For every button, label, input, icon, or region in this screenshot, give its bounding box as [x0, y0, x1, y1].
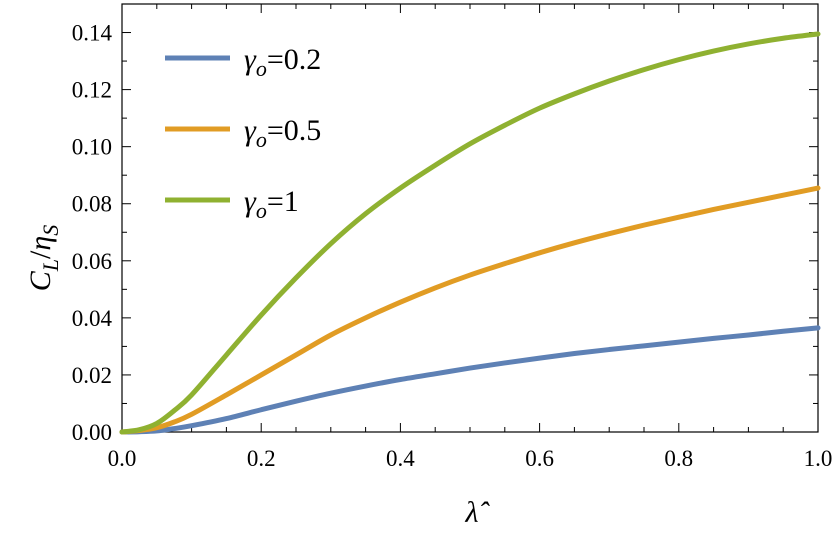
chart-legend: γo=0.2 γo=0.5 γo=1: [165, 43, 321, 223]
x-tick-label: 0.0: [108, 446, 137, 471]
y-axis-label-eta: η: [24, 236, 57, 251]
legend-label-3: γo=1: [244, 185, 299, 223]
series-line-2: [119, 185, 821, 435]
x-tick-label: 0.4: [386, 446, 415, 471]
y-tick-label: 0.12: [72, 78, 112, 103]
y-tick-label: 0.08: [72, 192, 112, 217]
x-axis-label: λ̂: [465, 496, 491, 529]
chart-series: [119, 31, 821, 435]
y-axis-label-slash: /: [24, 250, 57, 259]
legend-label-2: γo=0.5: [244, 114, 321, 152]
x-tick-label: 0.6: [525, 446, 554, 471]
series-line-3: [119, 31, 821, 435]
y-axis-label-sub-s: S: [38, 225, 63, 236]
y-axis-label-main: C: [24, 270, 57, 291]
legend-label-1: γo=0.2: [244, 43, 321, 81]
x-tick-label: 0.8: [664, 446, 693, 471]
y-tick-label: 0.00: [72, 420, 112, 445]
y-tick-label: 0.06: [72, 249, 112, 274]
chart-ticks: 0.0 0.2 0.4 0.6 0.8 1.0 0.00 0.02 0.04 0.06 0.08 0.…: [72, 4, 833, 471]
y-tick-label: 0.14: [72, 21, 113, 46]
x-tick-label: 1.0: [804, 446, 833, 471]
series-line-1: [119, 325, 821, 435]
y-axis-label: CL/ηS: [24, 225, 63, 292]
svg-text:CL/ηS: CL/ηS: [24, 225, 63, 292]
y-tick-label: 0.02: [72, 363, 112, 388]
y-tick-label: 0.10: [72, 135, 112, 160]
y-axis-label-sub-l: L: [38, 259, 63, 272]
y-tick-label: 0.04: [72, 306, 113, 331]
x-tick-label: 0.2: [247, 446, 276, 471]
